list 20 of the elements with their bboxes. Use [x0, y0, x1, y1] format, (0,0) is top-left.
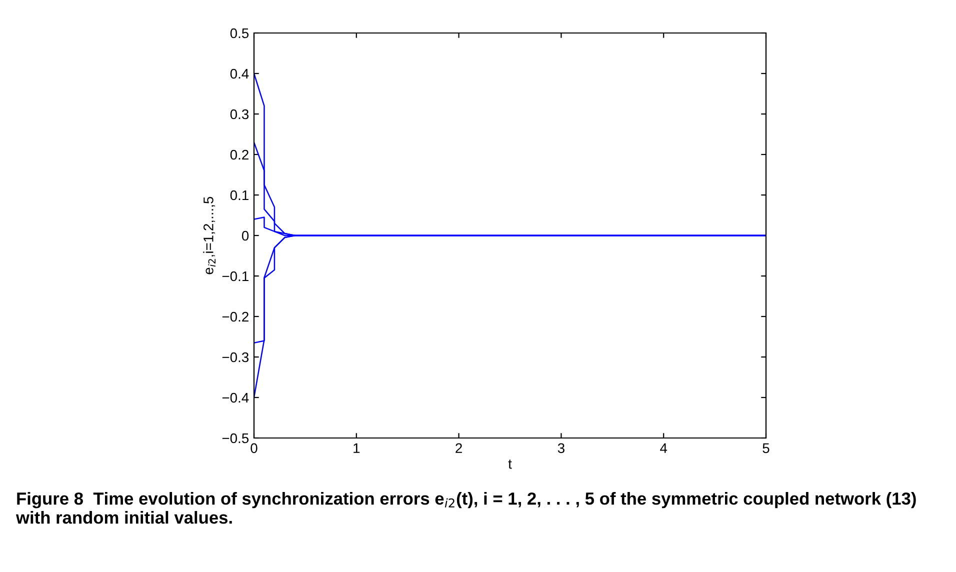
- x-tick-label: 4: [660, 443, 668, 453]
- x-tick-label: 3: [558, 443, 564, 454]
- y-tick-label: −0.4: [222, 392, 249, 403]
- y-tick-label: 0.3: [230, 109, 249, 120]
- y-tick-label: −0.1: [222, 271, 248, 282]
- x-tick-label: 1: [354, 443, 360, 453]
- x-tick-label: 0: [250, 443, 258, 454]
- y-tick-label: 0.1: [230, 190, 248, 200]
- y-tick-label: 0.2: [230, 150, 248, 160]
- y-tick-label: −0.2: [222, 312, 248, 322]
- y-tick-label: 0.4: [230, 68, 249, 79]
- y-axis-title: e$_{i2}$,i=1,2,...,5: [203, 196, 216, 274]
- x-tick-label: 2: [456, 443, 462, 453]
- x-tick-label: 5: [762, 443, 770, 454]
- y-tick-label: 0.5: [230, 28, 249, 38]
- x-axis-title: t: [508, 460, 512, 469]
- y-tick-label: 0: [242, 230, 249, 241]
- text: Figure 8 Time evolution of synchronization errors e$_{i2}$(t), i = 1, 2, . . . , 5 of the symmetric coupled network (13) with random initial values.: [16, 492, 916, 524]
- y-tick-label: −0.3: [222, 352, 249, 362]
- y-tick-label: −0.5: [222, 433, 249, 444]
